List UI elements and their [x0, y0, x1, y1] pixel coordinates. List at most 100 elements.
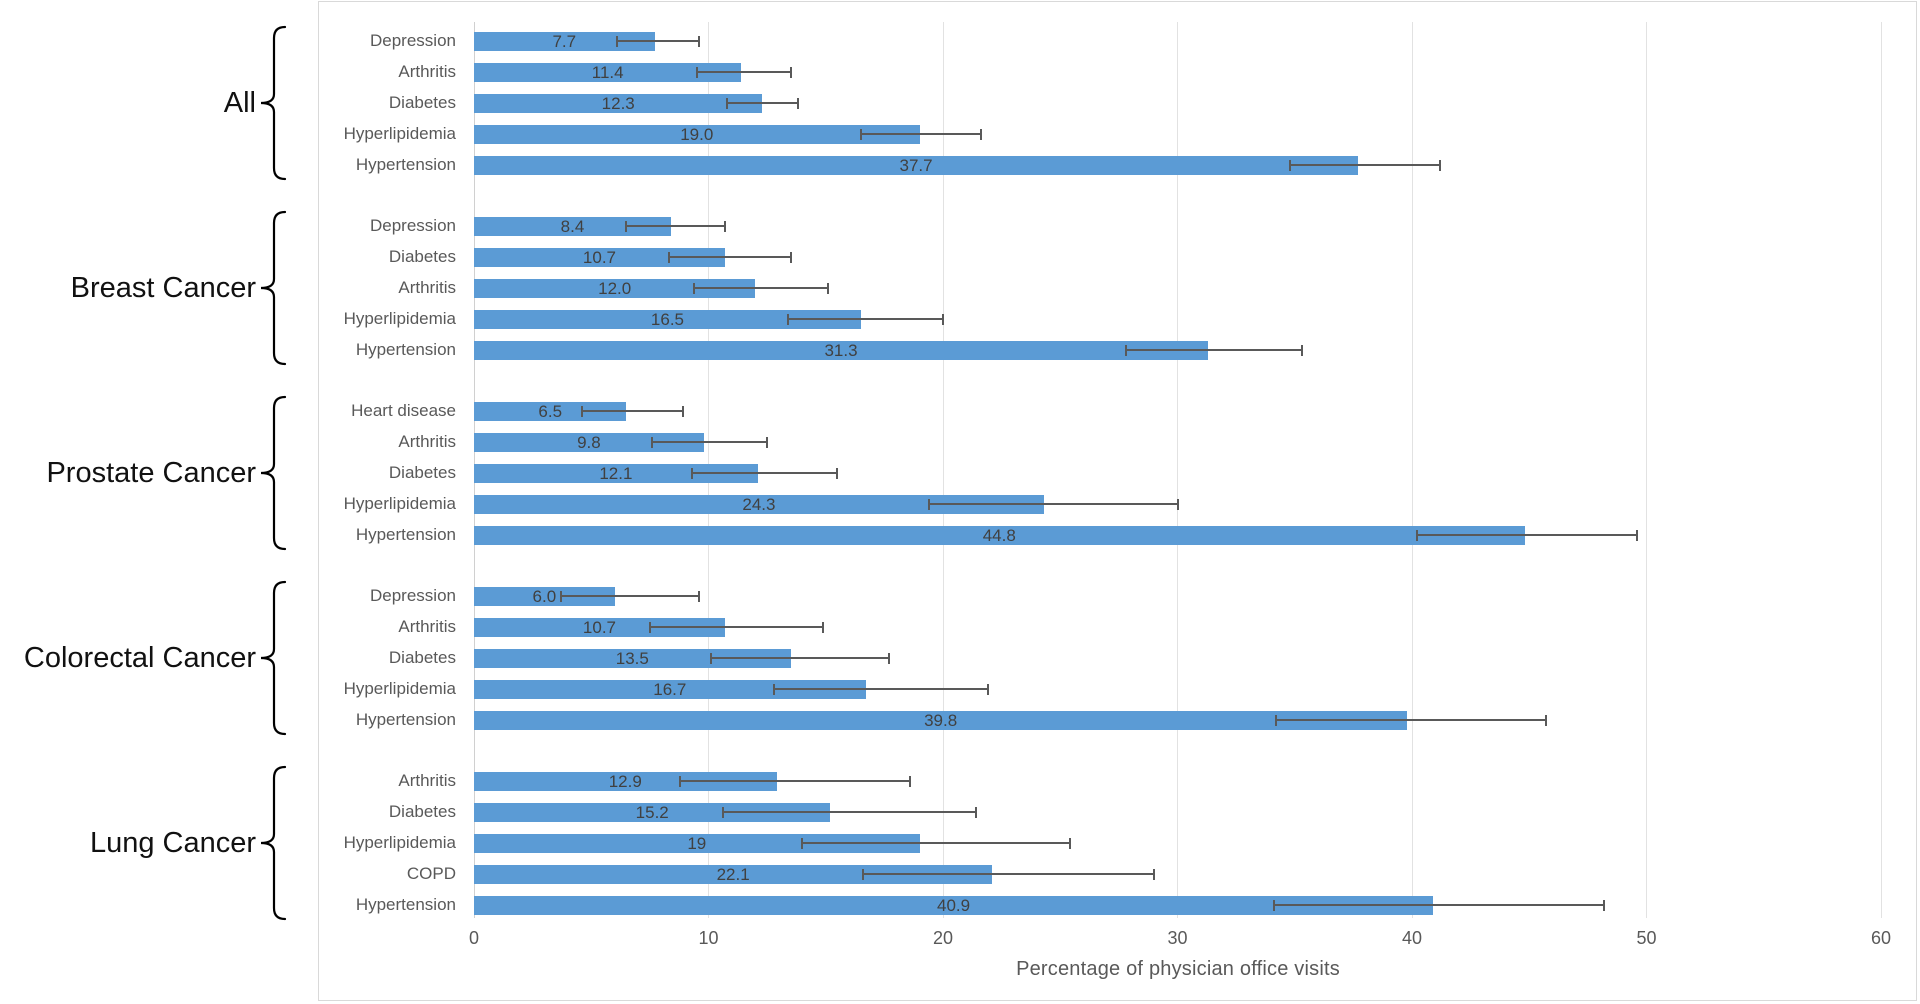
- bar-value-label: 37.7: [899, 155, 933, 175]
- error-bar-cap-low: [648, 621, 651, 633]
- bar-value-label: 12.0: [598, 278, 632, 298]
- gridline: [1411, 22, 1413, 918]
- error-bar-line: [1125, 349, 1302, 351]
- x-tick-label: 0: [468, 928, 479, 948]
- error-bar-line: [692, 472, 838, 474]
- bar: [474, 895, 1434, 915]
- bar-value-label: 10.7: [582, 247, 616, 267]
- error-bar-cap-high: [836, 467, 839, 479]
- error-bar-cap-low: [726, 97, 729, 109]
- bar: [474, 309, 861, 329]
- error-bar-cap-high: [822, 621, 825, 633]
- bar-value-label: 16.7: [653, 679, 687, 699]
- bar: [474, 31, 655, 51]
- error-bar-cap-low: [695, 66, 698, 78]
- error-bar-line: [1290, 164, 1441, 166]
- gridline: [1646, 22, 1647, 918]
- x-tick-label: 20: [932, 928, 954, 948]
- error-bar-line: [1275, 719, 1546, 721]
- bar-value-label: 19: [687, 833, 707, 853]
- bar-value-label: 6.0: [532, 586, 557, 606]
- x-tick-label: 50: [1636, 928, 1657, 948]
- bar-value-label: 11.4: [591, 62, 624, 82]
- error-bar-cap-low: [1415, 529, 1418, 541]
- x-tick-label: 30: [1167, 928, 1188, 948]
- error-bar-cap-high: [1439, 159, 1442, 171]
- error-bar-cap-low: [927, 498, 930, 510]
- bar-value-label: 12.3: [601, 93, 635, 113]
- category-label: Hyperlipidemia: [343, 679, 456, 698]
- bar-value-label: 16.5: [650, 309, 684, 329]
- category-label: Hypertension: [355, 525, 456, 544]
- bar: [474, 802, 831, 822]
- category-label: Hyperlipidemia: [343, 309, 456, 328]
- category-label: Arthritis: [398, 771, 456, 790]
- error-bar-cap-high: [698, 35, 701, 47]
- error-bar-cap-low: [651, 436, 654, 448]
- error-bar-cap-high: [827, 282, 830, 294]
- error-bar-cap-high: [888, 652, 891, 664]
- category-label: Hypertension: [355, 895, 456, 914]
- error-bar-cap-high: [789, 251, 792, 263]
- bar: [474, 124, 920, 144]
- error-bar-line: [727, 102, 798, 104]
- error-bar-cap-low: [1272, 899, 1275, 911]
- gridline: [942, 22, 944, 918]
- group-label: Prostate Cancer: [46, 457, 256, 489]
- error-bar-cap-high: [766, 436, 769, 448]
- error-bar-cap-high: [723, 220, 726, 232]
- group-label: Colorectal Cancer: [23, 642, 256, 674]
- bar-value-label: 6.5: [538, 401, 563, 421]
- error-bar-line: [560, 595, 700, 597]
- error-bar-cap-low: [1274, 714, 1277, 726]
- error-bar-line: [617, 40, 700, 42]
- bar-value-label: 44.8: [982, 525, 1016, 545]
- error-bar-line: [722, 811, 976, 813]
- error-bar-cap-high: [942, 313, 944, 325]
- error-bar-line: [649, 626, 824, 628]
- error-bar-cap-high: [698, 590, 701, 602]
- error-bar-cap-low: [625, 220, 628, 232]
- bar-value-label: 39.8: [924, 710, 958, 730]
- bar: [474, 586, 615, 606]
- group-label: Breast Cancer: [70, 272, 256, 304]
- bar: [474, 432, 704, 452]
- error-bar-line: [694, 287, 829, 289]
- error-bar-cap-high: [974, 806, 977, 818]
- category-label: Diabetes: [388, 247, 456, 266]
- error-bar-line: [652, 441, 768, 443]
- error-bar-cap-low: [580, 405, 583, 417]
- x-tick-label: 10: [698, 928, 719, 948]
- category-label: Hypertension: [355, 155, 456, 174]
- bar-value-label: 8.4: [560, 216, 585, 236]
- bar-value-label: 10.7: [582, 617, 616, 637]
- bar: [474, 710, 1408, 730]
- error-bar-cap-high: [909, 775, 912, 787]
- error-bar-cap-high: [979, 128, 982, 140]
- bar: [474, 525, 1525, 545]
- error-bar-cap-high: [1176, 498, 1179, 510]
- category-label: Hyperlipidemia: [343, 833, 456, 852]
- error-bar-line: [1273, 904, 1605, 906]
- category-label: Diabetes: [388, 463, 456, 482]
- error-bar-cap-low: [787, 313, 790, 325]
- category-label: Diabetes: [388, 93, 456, 112]
- error-bar-line: [696, 71, 791, 73]
- bar-value-label: 15.2: [635, 802, 669, 822]
- error-bar-line: [626, 225, 725, 227]
- error-bar-line: [668, 256, 791, 258]
- bar: [474, 247, 725, 267]
- bar-value-label: 24.3: [742, 494, 776, 514]
- error-bar-cap-low: [679, 775, 682, 787]
- category-label: Hyperlipidemia: [343, 494, 456, 513]
- category-label: Hyperlipidemia: [343, 124, 456, 143]
- bar-value-label: 40.9: [937, 895, 971, 915]
- category-label: Arthritis: [398, 278, 456, 297]
- error-bar-line: [863, 873, 1155, 875]
- category-label: Hypertension: [355, 340, 456, 359]
- bar-value-label: 31.3: [824, 340, 858, 360]
- bar: [474, 833, 920, 853]
- category-label: Heart disease: [351, 401, 456, 420]
- bar-value-label: 19.0: [680, 124, 714, 144]
